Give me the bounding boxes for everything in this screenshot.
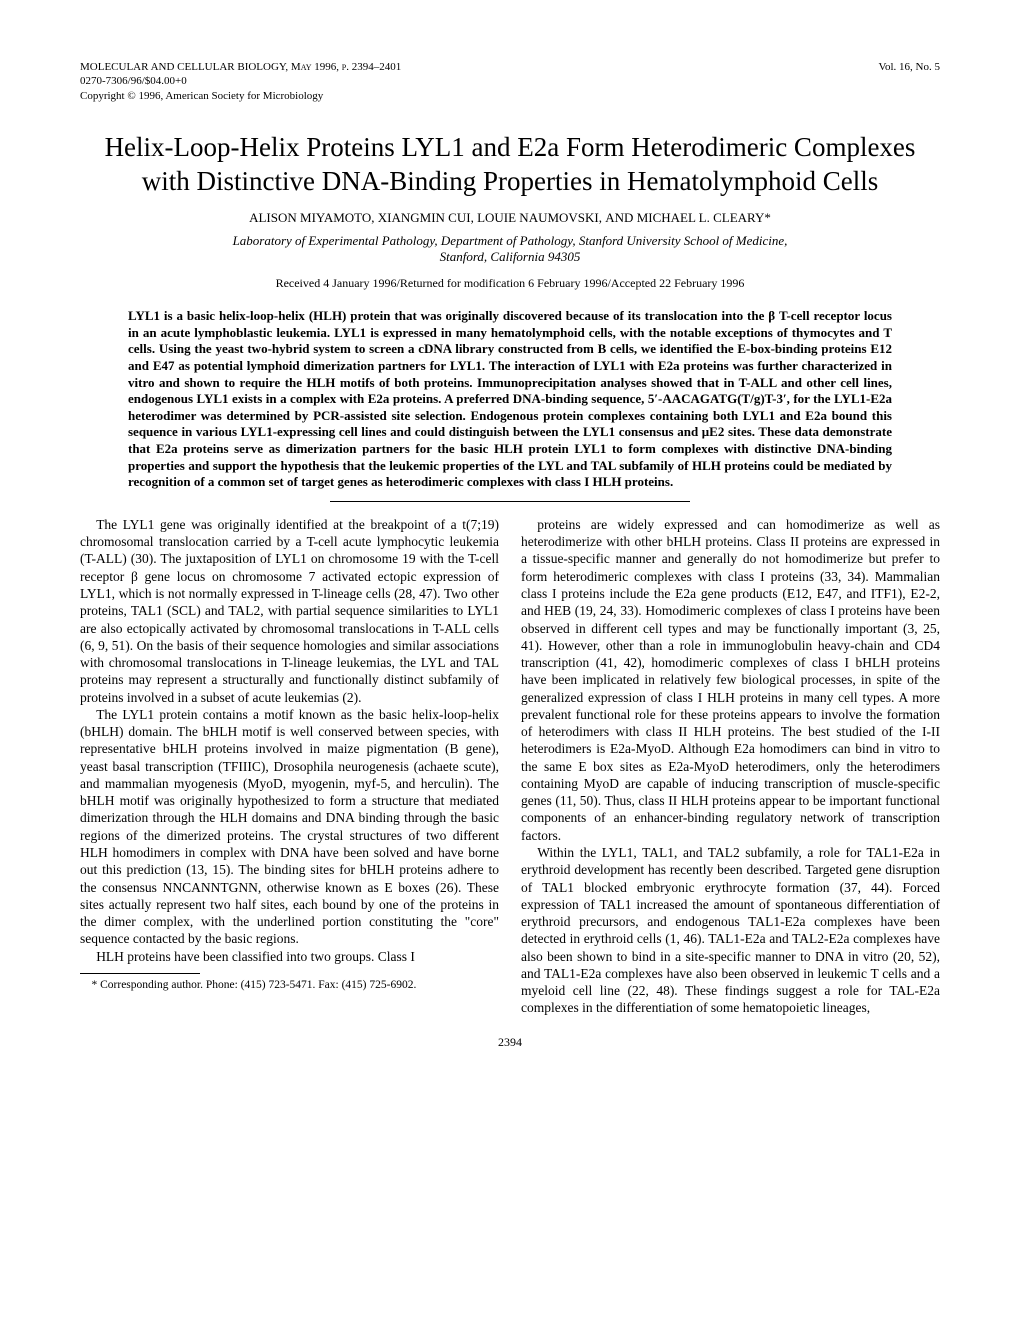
article-title: Helix-Loop-Helix Proteins LYL1 and E2a F…	[80, 131, 940, 199]
authors-list: ALISON MIYAMOTO, XIANGMIN CUI, LOUIE NAU…	[249, 210, 605, 225]
body-paragraph: proteins are widely expressed and can ho…	[521, 516, 940, 844]
manuscript-dates: Received 4 January 1996/Returned for mod…	[80, 276, 940, 292]
page-number: 2394	[80, 1035, 940, 1051]
affiliation: Laboratory of Experimental Pathology, De…	[80, 233, 940, 264]
running-header: MOLECULAR AND CELLULAR BIOLOGY, May 1996…	[80, 60, 940, 103]
authors-line: ALISON MIYAMOTO, XIANGMIN CUI, LOUIE NAU…	[80, 210, 940, 227]
issn-line: 0270-7306/96/$04.00+0	[80, 75, 187, 87]
authors-last: MICHAEL L. CLEARY*	[633, 210, 770, 225]
footnote-rule	[80, 973, 200, 974]
header-right: Vol. 16, No. 5	[878, 60, 940, 103]
authors-and: AND	[605, 210, 633, 225]
header-left: MOLECULAR AND CELLULAR BIOLOGY, May 1996…	[80, 60, 401, 103]
abstract: LYL1 is a basic helix-loop-helix (HLH) p…	[128, 308, 892, 491]
volume-issue: Vol. 16, No. 5	[878, 61, 940, 73]
body-columns: The LYL1 gene was originally identified …	[80, 516, 940, 1017]
body-paragraph: HLH proteins have been classified into t…	[80, 948, 499, 965]
abstract-divider	[330, 501, 690, 502]
affiliation-line-1: Laboratory of Experimental Pathology, De…	[233, 233, 788, 248]
corresponding-author-footnote: * Corresponding author. Phone: (415) 723…	[80, 978, 499, 993]
journal-line: MOLECULAR AND CELLULAR BIOLOGY, May 1996…	[80, 61, 401, 73]
copyright-line: Copyright © 1996, American Society for M…	[80, 90, 323, 102]
affiliation-line-2: Stanford, California 94305	[440, 249, 581, 264]
body-paragraph: Within the LYL1, TAL1, and TAL2 subfamil…	[521, 844, 940, 1017]
body-paragraph: The LYL1 protein contains a motif known …	[80, 706, 499, 948]
body-paragraph: The LYL1 gene was originally identified …	[80, 516, 499, 706]
